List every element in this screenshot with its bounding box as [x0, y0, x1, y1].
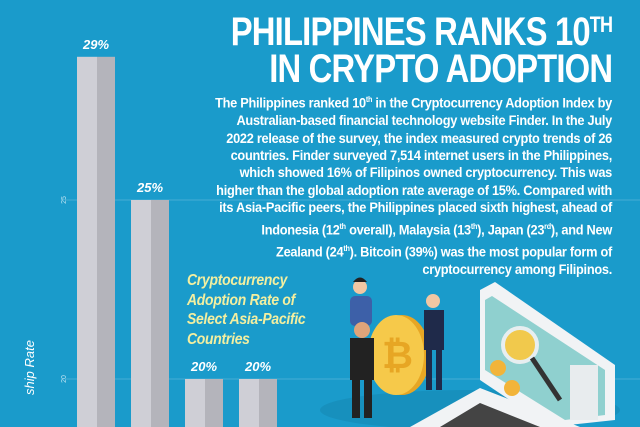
data-label: 25% [136, 180, 163, 195]
chart-title-line: Countries [187, 330, 250, 348]
chart-title-line: Cryptocurrency [187, 272, 288, 289]
y-tick-label: 20 [61, 375, 68, 383]
bitcoin-coin-icon: ₿ [368, 315, 430, 395]
bar-shade [97, 56, 115, 427]
bar [185, 379, 205, 427]
bar-shade [205, 379, 223, 427]
body-line: its Asia-Pacific peers, the Philippines … [219, 200, 612, 217]
bar-shade [259, 379, 277, 427]
body-line: cryptocurrency among Filipinos. [422, 261, 612, 278]
chart-title-line: Adoption Rate of [187, 291, 296, 309]
chart-title: Cryptocurrency Adoption Rate of Select A… [187, 271, 306, 349]
body-line: higher than the global adoption rate ave… [216, 182, 613, 199]
data-label: 20% [244, 359, 271, 374]
laptop-icon [410, 282, 615, 427]
bar [239, 379, 259, 427]
body-line: 2022 release of the survey, the index me… [226, 130, 612, 147]
body-line: Indonesia (12th overall), Malaysia (13th… [261, 221, 612, 239]
data-label: 20% [190, 359, 217, 374]
body-line: countries. Finder surveyed 7,514 interne… [230, 147, 613, 164]
bar-shade [151, 200, 169, 427]
body-line: Zealand (24th). Bitcoin (39%) was the mo… [276, 243, 612, 261]
bar [131, 200, 151, 427]
crypto-illustration: ₿ [320, 277, 620, 427]
headline: PHILIPPINES RANKS 10TH IN CRYPTO ADOPTIO… [231, 12, 613, 91]
body-text: The Philippines ranked 10th in the Crypt… [189, 91, 612, 279]
chart-title-line: Select Asia-Pacific [187, 311, 306, 328]
headline-line1: PHILIPPINES RANKS 10 [230, 10, 591, 54]
people-icon [350, 277, 444, 418]
svg-text:₿: ₿ [382, 333, 413, 377]
body-line: which showed 16% of Filipinos owned cryp… [239, 165, 613, 182]
body-line: Australian-based financial technology we… [236, 113, 612, 130]
bar [77, 56, 97, 427]
body-line: The Philippines ranked 10th in the Crypt… [215, 95, 612, 112]
y-tick-label: 25 [61, 196, 68, 204]
headline-sup: TH [589, 12, 613, 37]
headline-line2: IN CRYPTO ADOPTION [268, 47, 613, 91]
data-label: 29% [82, 37, 109, 52]
y-axis-label: ship Rate [22, 340, 37, 395]
